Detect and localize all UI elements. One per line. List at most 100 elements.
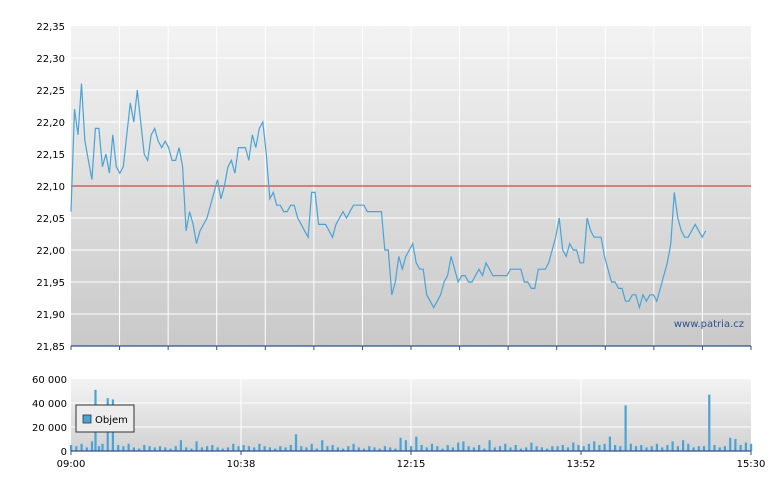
volume-bar (723, 446, 726, 451)
volume-bar (70, 445, 73, 451)
volume-x-tick-labels: 09:00 10:38 12:15 13:52 15:30 (57, 451, 766, 470)
volume-bar (138, 448, 141, 451)
volume-bar (467, 446, 470, 451)
volume-bar (650, 446, 653, 451)
volume-bar (608, 436, 611, 451)
volume-bar (556, 446, 559, 451)
price-panel: 22,35 22,30 22,25 22,20 22,15 22,10 22,05 22,00… (36, 22, 752, 353)
volume-bar (399, 437, 402, 451)
price-y-tick-label: 22,15 (36, 150, 65, 161)
volume-bar (195, 441, 198, 451)
volume-bar (373, 447, 376, 451)
volume-bar (729, 437, 732, 451)
volume-bar (315, 448, 318, 451)
volume-bar (420, 445, 423, 451)
volume-bar (242, 445, 245, 451)
volume-bar (263, 446, 266, 451)
volume-bar (284, 447, 287, 451)
legend-swatch (82, 414, 92, 424)
volume-bar (226, 447, 230, 451)
volume-bar (744, 442, 747, 451)
price-y-tick-label: 22,10 (36, 182, 65, 193)
volume-bar (493, 447, 496, 451)
volume-bar (739, 445, 742, 451)
volume-bar (200, 447, 203, 451)
volume-bar (132, 447, 135, 451)
volume-bar (389, 447, 392, 451)
volume-bar (216, 447, 219, 451)
volume-bar (258, 443, 261, 451)
volume-bar (661, 447, 664, 451)
volume-bar (122, 446, 125, 451)
volume-bar (362, 448, 366, 451)
price-y-tick-label: 22,20 (36, 118, 65, 129)
volume-bar (357, 447, 360, 451)
volume-bar (310, 443, 313, 451)
volume-bar (97, 446, 101, 451)
volume-bar (676, 446, 679, 451)
volume-bar (221, 448, 224, 451)
x-tick-label: 15:30 (737, 459, 766, 470)
watermark-text: www.patria.cz (674, 319, 744, 330)
volume-bar (514, 445, 517, 451)
price-y-tick-label: 22,35 (36, 22, 65, 33)
volume-gridlines (71, 379, 751, 451)
price-line (70, 83, 707, 310)
volume-bar (342, 448, 345, 451)
volume-bar (498, 446, 502, 451)
volume-bar (394, 448, 397, 451)
volume-bar (572, 442, 575, 451)
volume-bar (582, 446, 585, 451)
volume-bar (619, 446, 622, 451)
volume-y-tick-label: 40 000 (32, 399, 67, 410)
volume-bar (253, 447, 256, 451)
volume-y-tick-label: 20 000 (32, 423, 67, 434)
volume-bar (614, 445, 617, 451)
volume-bar (148, 446, 151, 451)
volume-bar (289, 445, 292, 451)
volume-bar (750, 443, 753, 451)
volume-bar (158, 446, 162, 451)
volume-bar (368, 446, 371, 451)
volume-bar (483, 448, 486, 451)
volume-bar (117, 445, 120, 451)
volume-bar (294, 434, 298, 451)
volume-bar (331, 445, 334, 451)
volume-bar (697, 446, 700, 451)
price-y-tick-label: 22,25 (36, 86, 65, 97)
volume-bar (247, 446, 250, 451)
volume-bar (525, 447, 528, 451)
volume-bar (143, 445, 146, 451)
volume-bar (436, 446, 439, 451)
volume-bar (624, 405, 627, 451)
volume-bar (535, 446, 538, 451)
volume-bar (383, 446, 386, 451)
volume-bar (274, 448, 277, 451)
volume-y-tick-label: 60 000 (32, 375, 67, 386)
volume-bar (504, 443, 507, 451)
volume-bar (101, 443, 104, 451)
volume-bar (566, 447, 570, 451)
volume-bar (457, 442, 460, 451)
volume-y-tick-labels: 60 000 40 000 20 000 0 (32, 375, 67, 458)
volume-bar (561, 445, 564, 451)
x-tick-label: 10:38 (227, 459, 256, 470)
volume-bar (268, 447, 271, 451)
volume-bar (666, 445, 669, 451)
volume-bar (430, 443, 434, 451)
volume-bar (179, 440, 182, 451)
volume-bar (127, 443, 130, 451)
volume-bar (378, 448, 381, 451)
volume-bar (425, 447, 428, 451)
volume-bar (509, 447, 512, 451)
volume-bar (692, 447, 695, 451)
volume-bar (451, 447, 454, 451)
volume-bar (634, 446, 638, 451)
volume-legend: Objem (75, 404, 135, 433)
volume-bar (300, 446, 303, 451)
volume-bar (190, 448, 193, 451)
volume-bar (415, 436, 418, 451)
volume-bar (352, 443, 355, 451)
volume-bar (404, 440, 407, 451)
